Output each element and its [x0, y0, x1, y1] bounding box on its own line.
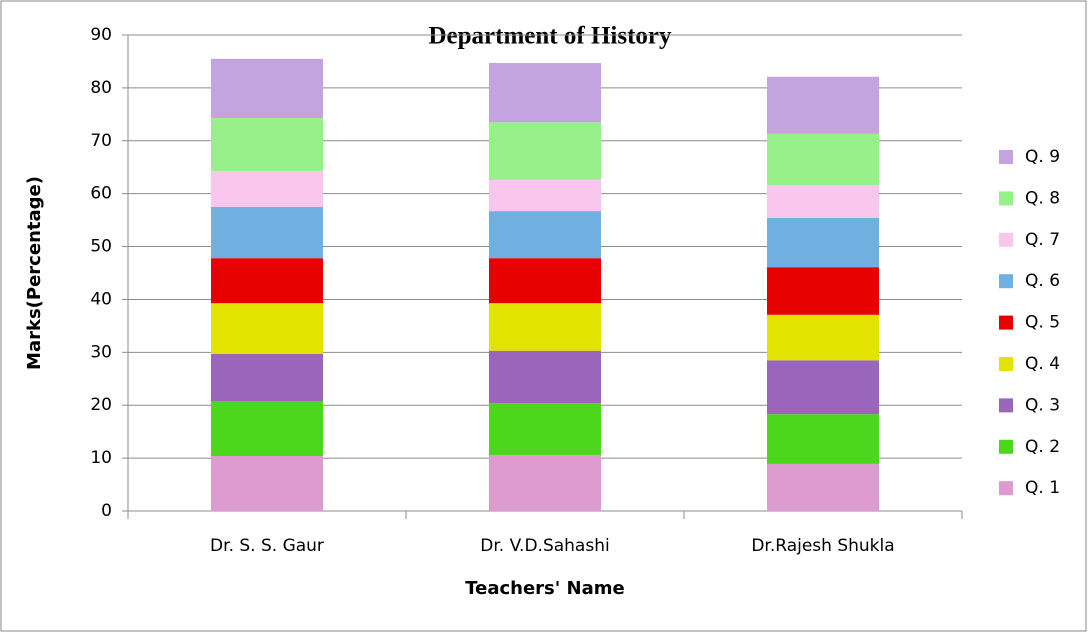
bar-segment — [767, 133, 879, 186]
bar-segment — [211, 58, 323, 119]
bar-segment — [489, 258, 601, 304]
bar-segment — [767, 76, 879, 134]
bar-segment — [211, 400, 323, 456]
legend-label: Q. 9 — [1025, 147, 1060, 167]
legend-label: Q. 5 — [1025, 313, 1060, 333]
y-tick-label: 70 — [90, 131, 112, 151]
y-tick-label: 80 — [90, 78, 112, 98]
bar-segment — [489, 179, 601, 212]
bar-segment — [767, 360, 879, 415]
legend-swatch — [999, 439, 1013, 454]
chart-title: Department of History — [429, 23, 672, 50]
bar-segment — [489, 350, 601, 404]
legend-swatch — [999, 232, 1013, 247]
bar-segment — [211, 455, 323, 511]
bar-segment — [211, 206, 323, 259]
legend-swatch — [999, 150, 1013, 164]
legend-label: Q. 7 — [1025, 230, 1060, 250]
bar-segment — [489, 63, 601, 123]
bar-segment — [489, 122, 601, 180]
bar-segment — [767, 314, 879, 361]
bar-segment — [489, 403, 601, 455]
bar-segment — [767, 414, 879, 464]
legend-label: Q. 4 — [1025, 354, 1060, 374]
bar-segment — [211, 170, 323, 207]
y-tick-label: 50 — [90, 237, 112, 257]
legend-label: Q. 2 — [1025, 437, 1060, 457]
x-axis-label: Teachers' Name — [465, 578, 624, 599]
legend-label: Q. 3 — [1025, 395, 1060, 415]
bar-segment — [211, 118, 323, 171]
bar-segment — [489, 454, 601, 511]
y-axis-label: Marks(Percentage) — [24, 176, 45, 370]
bar-segment — [211, 258, 323, 304]
legend-label: Q. 6 — [1025, 271, 1060, 291]
legend-swatch — [999, 357, 1013, 371]
bar-segment — [211, 303, 323, 354]
bar-segment — [767, 267, 879, 315]
y-tick-label: 0 — [101, 501, 112, 521]
y-tick-label: 60 — [90, 184, 112, 204]
y-tick-label: 30 — [90, 342, 112, 362]
legend-label: Q. 8 — [1025, 188, 1060, 208]
legend-swatch — [999, 315, 1013, 330]
y-tick-label: 10 — [90, 448, 112, 468]
bar-segment — [489, 211, 601, 259]
x-tick-label: Dr. V.D.Sahashi — [480, 536, 609, 556]
bar-segment — [489, 303, 601, 351]
legend-swatch — [999, 398, 1013, 413]
legend-swatch — [999, 481, 1013, 496]
bar-segment — [211, 353, 323, 401]
bar-segment — [767, 463, 879, 511]
y-tick-label: 20 — [90, 395, 112, 415]
legend-swatch — [999, 191, 1013, 206]
x-tick-label: Dr.Rajesh Shukla — [751, 536, 894, 556]
bar-segment — [767, 185, 879, 218]
x-tick-label: Dr. S. S. Gaur — [210, 536, 324, 556]
y-tick-label: 90 — [90, 25, 112, 45]
bar-segment — [767, 217, 879, 268]
legend-swatch — [999, 274, 1013, 289]
y-tick-label: 40 — [90, 289, 112, 309]
legend-label: Q. 1 — [1025, 478, 1060, 498]
